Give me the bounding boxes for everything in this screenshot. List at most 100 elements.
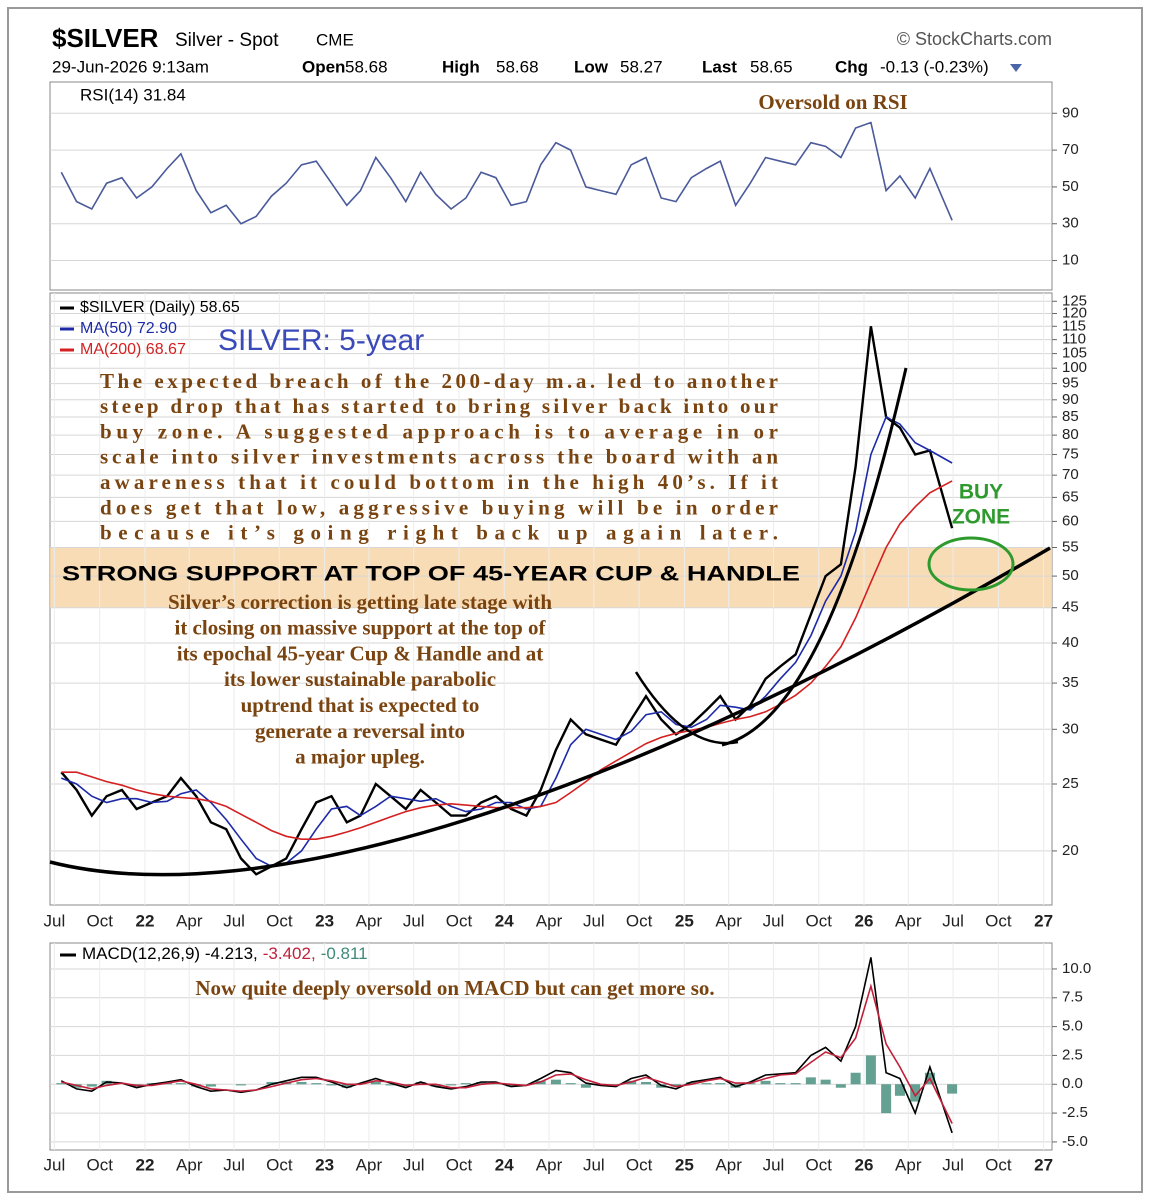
last: 58.65	[750, 57, 793, 76]
commentary-line: generate a reversal into	[255, 719, 465, 743]
source: © StockCharts.com	[897, 29, 1052, 49]
histogram-bar	[341, 1084, 352, 1088]
histogram-bar	[865, 1055, 876, 1085]
x-tick-label: Apr	[176, 1155, 203, 1174]
x-tick-label: Jul	[763, 1155, 785, 1174]
x-tick-label: Oct	[86, 911, 113, 930]
x-tick-label: Jul	[44, 1155, 66, 1174]
low-label: Low	[574, 57, 609, 76]
histogram-bar	[370, 1081, 381, 1085]
x-tick-label: Jul	[403, 911, 425, 930]
x-tick-label: 23	[315, 1155, 334, 1174]
histogram-bar	[266, 1081, 277, 1085]
y-tick-label: 75	[1062, 445, 1079, 462]
y-tick-label: 60	[1062, 512, 1079, 529]
instrument-name: Silver - Spot	[175, 30, 279, 51]
buy-zone-ellipse	[927, 536, 1015, 592]
handle-arc	[634, 671, 739, 745]
x-tick-label: 27	[1034, 911, 1053, 930]
support-label: STRONG SUPPORT AT TOP OF 45-YEAR CUP & H…	[62, 563, 800, 586]
x-tick-label: 26	[855, 1155, 874, 1174]
x-tick-label: Apr	[356, 911, 383, 930]
x-tick-label: Oct	[266, 911, 293, 930]
x-tick-label: 24	[495, 911, 514, 930]
histogram-bar	[881, 1084, 892, 1114]
x-tick-label: 22	[136, 911, 155, 930]
legend-value: -0.811	[321, 944, 368, 963]
x-tick-label: Oct	[266, 1155, 293, 1174]
commentary-line: because it’s going right back up again l…	[100, 521, 778, 545]
x-tick-label: Oct	[805, 1155, 832, 1174]
panel	[49, 942, 1053, 1151]
x-tick-label: 27	[1034, 1155, 1053, 1174]
y-tick-label: -2.5	[1062, 1104, 1088, 1121]
x-tick-label: Jul	[223, 911, 245, 930]
y-tick-label: 30	[1062, 720, 1079, 737]
x-tick-label: Jul	[223, 1155, 245, 1174]
high-label: High	[442, 57, 480, 76]
open: 58.68	[345, 57, 388, 76]
histogram-bar	[550, 1079, 561, 1085]
y-tick-label: 70	[1062, 141, 1079, 158]
histogram-bar	[326, 1084, 337, 1086]
histogram-bar	[460, 1083, 471, 1085]
histogram-bar	[56, 1083, 67, 1085]
commentary-line: steep drop that has started to bring sil…	[100, 394, 778, 418]
y-tick-label: 50	[1062, 178, 1079, 195]
low: 58.27	[620, 57, 663, 76]
y-tick-label: 90	[1062, 391, 1079, 408]
x-tick-label: Apr	[356, 1155, 383, 1174]
histogram-bar	[565, 1083, 576, 1085]
buy-zone-label: BUY	[959, 481, 1003, 504]
dropdown-arrow	[1010, 64, 1022, 72]
x-tick-label: Apr	[536, 911, 563, 930]
histogram-bar	[430, 1084, 441, 1087]
x-tick-label: Apr	[715, 1155, 742, 1174]
parabolic-trendline	[49, 546, 1051, 877]
high: 58.68	[496, 57, 539, 76]
legend-entry: $SILVER (Daily) 58.65	[80, 299, 240, 316]
legend-entry: MA(50) 72.90	[80, 320, 177, 337]
commentary-line: a major upleg.	[295, 745, 425, 769]
y-tick-label: 30	[1062, 215, 1079, 232]
y-tick-label: 2.5	[1062, 1046, 1083, 1063]
histogram-bar	[894, 1084, 905, 1096]
histogram-bar	[820, 1079, 831, 1085]
x-tick-label: Apr	[176, 911, 203, 930]
x-tick-label: Oct	[626, 911, 653, 930]
x-tick-label: Oct	[626, 1155, 653, 1174]
x-tick-label: Oct	[805, 911, 832, 930]
legend-entry: RSI(14) 31.84	[80, 85, 186, 104]
histogram-bar	[715, 1083, 726, 1085]
y-tick-label: 110	[1062, 331, 1086, 348]
chg-label: Chg	[835, 57, 868, 76]
y-tick-label: 35	[1062, 674, 1079, 691]
commentary-line: its epochal 45-year Cup & Handle and at	[177, 641, 544, 665]
y-tick-label: 7.5	[1062, 989, 1083, 1006]
y-tick-label: 95	[1062, 375, 1079, 392]
x-tick-label: 23	[315, 911, 334, 930]
y-tick-label: 25	[1062, 775, 1079, 792]
x-tick-label: Jul	[942, 1155, 964, 1174]
y-tick-label: 70	[1062, 466, 1079, 483]
legend-entry: MA(200) 68.67	[80, 341, 186, 358]
histogram-bar	[415, 1081, 426, 1085]
y-tick-label: 125	[1062, 292, 1087, 309]
commentary-line: scale into silver investments across the…	[100, 445, 778, 469]
series-line	[60, 121, 953, 225]
histogram-bar	[191, 1084, 202, 1087]
commentary-line: Silver’s correction is getting late stag…	[168, 590, 552, 614]
x-tick-label: Apr	[536, 1155, 563, 1174]
x-tick-label: Jul	[403, 1155, 425, 1174]
commentary-line: it closing on massive support at the top…	[174, 616, 546, 640]
histogram-bar	[446, 1084, 457, 1086]
histogram-bar	[296, 1081, 307, 1085]
x-tick-label: 24	[495, 1155, 514, 1174]
y-tick-label: 115	[1062, 317, 1086, 334]
x-tick-label: Oct	[86, 1155, 113, 1174]
y-tick-label: 65	[1062, 488, 1079, 505]
buy-zone-label: ZONE	[952, 506, 1010, 529]
y-tick-label: -5.0	[1062, 1133, 1088, 1150]
